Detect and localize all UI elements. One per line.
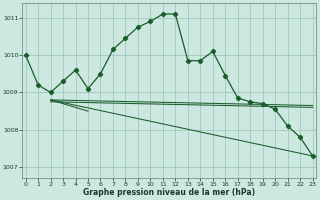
X-axis label: Graphe pression niveau de la mer (hPa): Graphe pression niveau de la mer (hPa) bbox=[83, 188, 255, 197]
